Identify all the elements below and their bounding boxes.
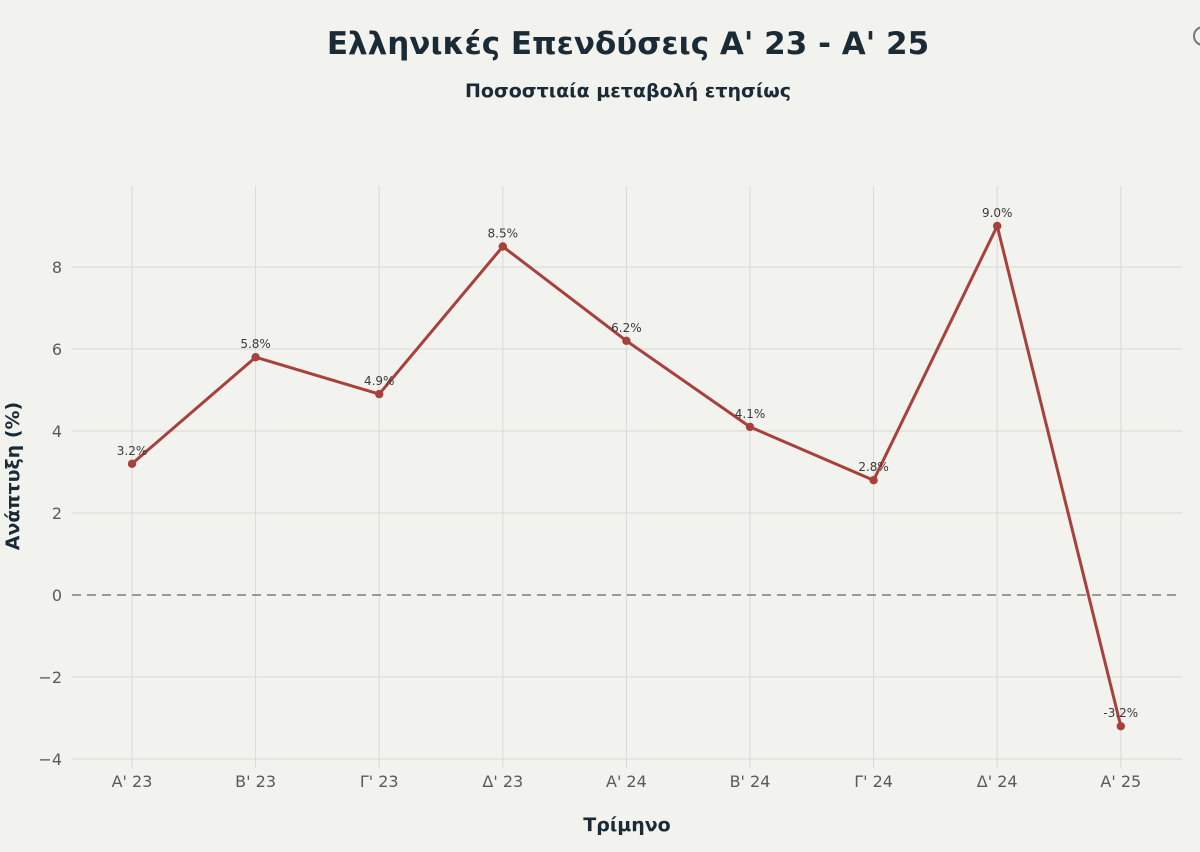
x-tick-label: Β' 23 [235, 772, 276, 791]
y-tick-label: −4 [38, 750, 62, 769]
x-tick-label: Α' 25 [1100, 772, 1141, 791]
y-tick-label: −2 [38, 668, 62, 687]
x-tick-label: Β' 24 [730, 772, 771, 791]
y-tick-label: 8 [52, 258, 62, 277]
x-tick-label: Γ' 24 [854, 772, 893, 791]
data-point [251, 353, 260, 362]
y-tick-label: 4 [52, 422, 62, 441]
y-tick-label: 6 [52, 340, 62, 359]
data-label: 4.1% [735, 407, 766, 421]
x-tick-label: Δ' 24 [977, 772, 1018, 791]
data-label: 4.9% [364, 374, 395, 388]
data-point [1116, 722, 1126, 731]
data-point [869, 476, 878, 485]
y-tick-label: 2 [52, 504, 62, 523]
grid-lines [72, 186, 1182, 768]
data-point [993, 221, 1002, 231]
series-layer [127, 221, 1126, 731]
data-label: 2.8% [858, 460, 889, 474]
data-label: -3.2% [1103, 706, 1138, 720]
data-label: 9.0% [982, 206, 1013, 220]
data-label: 5.8% [240, 337, 271, 351]
data-point [745, 422, 755, 432]
chart-title: Ελληνικές Επενδύσεις Α' 23 - Α' 25 [326, 26, 930, 62]
label-layer: 8 6 4 2 0 −2 −4 Α' 23 Β' 23 Γ' 23 Δ' 23 Α' 24 Β' 24 Γ… [38, 206, 1141, 791]
x-axis-title: Τρίμηνο [583, 814, 670, 836]
data-label: 3.2% [117, 444, 148, 458]
x-tick-label: Α' 23 [112, 772, 153, 791]
y-tick-label: 0 [52, 586, 62, 605]
chart-subtitle: Ποσοστιαία μεταβολή ετησίως [464, 80, 791, 102]
data-point [375, 389, 384, 399]
data-label: 8.5% [488, 227, 519, 241]
data-point [622, 336, 631, 345]
x-tick-label: Γ' 23 [360, 772, 399, 791]
data-point [498, 242, 507, 251]
data-point [127, 459, 137, 468]
x-tick-label: Δ' 23 [482, 772, 523, 791]
data-label: 6.2% [611, 321, 642, 335]
y-axis-title: Ανάπτυξη (%) [2, 402, 24, 550]
x-tick-label: Α' 24 [606, 772, 647, 791]
